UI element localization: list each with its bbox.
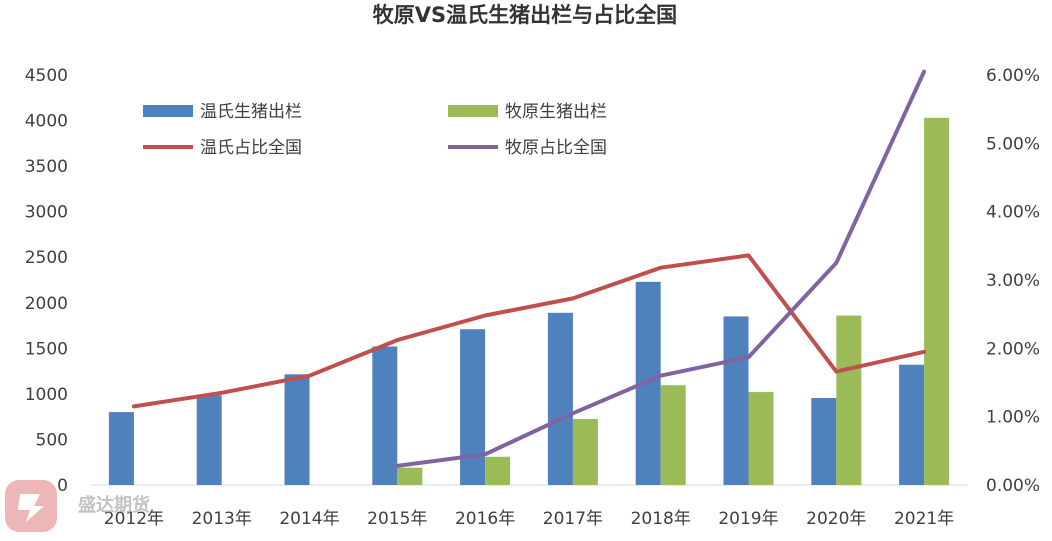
legend-item-wens-share: 温氏占比全国: [143, 138, 302, 158]
bar-muyuan-output: [836, 315, 862, 485]
x-tick-label: 2018年: [631, 509, 691, 529]
bar-wens-output: [547, 312, 573, 485]
left-tick-label: 3500: [25, 157, 68, 177]
x-tick-label: 2016年: [455, 509, 515, 529]
left-tick-label: 3000: [25, 203, 68, 223]
bar-wens-output: [196, 395, 222, 485]
right-y-axis: 0.00% 1.00% 2.00% 3.00% 4.00% 5.00% 6.00%: [986, 66, 1040, 496]
x-tick-label: 2012年: [104, 509, 164, 529]
bar-muyuan-output: [485, 456, 511, 485]
left-tick-label: 2000: [25, 294, 68, 314]
bar-muyuan-output: [748, 392, 774, 485]
legend-swatch: [448, 105, 498, 117]
watermark: 盛达期货: [5, 480, 150, 532]
legend-swatch: [143, 105, 193, 117]
left-tick-label: 2500: [25, 248, 68, 268]
right-tick-label: 4.00%: [986, 203, 1040, 223]
x-tick-label: 2015年: [367, 509, 427, 529]
bar-series-group: [108, 117, 950, 486]
bar-wens-output: [811, 397, 837, 485]
x-axis: 2012年 2013年 2014年 2015年 2016年 2017年 2018年 2019年…: [104, 509, 954, 529]
legend-label: 温氏占比全国: [200, 138, 302, 158]
bar-muyuan-output: [660, 385, 686, 485]
line-series-group: [131, 69, 927, 468]
left-y-axis: 0 500 1000 1500 2000 2500 3000 3500 4000 4500: [25, 66, 68, 496]
right-tick-label: 5.00%: [986, 134, 1040, 154]
left-tick-label: 0: [57, 476, 68, 496]
right-tick-label: 3.00%: [986, 271, 1040, 291]
bar-muyuan-output: [572, 418, 598, 485]
chart-title: 牧原VS温氏生猪出栏与占比全国: [373, 3, 677, 27]
watermark-logo-mark: [18, 494, 44, 522]
x-tick-label: 2020年: [806, 509, 866, 529]
left-tick-label: 4000: [25, 112, 68, 132]
legend-label: 温氏生猪出栏: [200, 102, 302, 122]
bar-wens-output: [372, 346, 398, 485]
left-tick-label: 1500: [25, 339, 68, 359]
x-tick-label: 2013年: [192, 509, 252, 529]
x-tick-label: 2014年: [279, 509, 339, 529]
bar-muyuan-output: [397, 467, 423, 485]
right-tick-label: 0.00%: [986, 476, 1040, 496]
right-tick-label: 6.00%: [986, 66, 1040, 86]
legend-item-muyuan-share: 牧原占比全国: [448, 138, 607, 158]
left-tick-label: 1000: [25, 385, 68, 405]
legend-label: 牧原生猪出栏: [505, 102, 607, 122]
x-tick-label: 2017年: [543, 509, 603, 529]
line-muyuan-share: [395, 69, 927, 468]
bar-wens-output: [460, 329, 486, 485]
bar-wens-output: [723, 316, 749, 485]
legend-item-muyuan-output: 牧原生猪出栏: [448, 102, 607, 122]
right-tick-label: 1.00%: [986, 408, 1040, 428]
legend-label: 牧原占比全国: [505, 138, 607, 158]
bar-wens-output: [284, 374, 310, 485]
legend-item-wens-output: 温氏生猪出栏: [143, 102, 302, 122]
line-wens-share: [131, 253, 927, 409]
x-tick-label: 2021年: [894, 509, 954, 529]
watermark-text: 盛达期货: [78, 494, 150, 516]
x-tick-label: 2019年: [718, 509, 778, 529]
bar-wens-output: [899, 364, 925, 485]
left-tick-label: 500: [36, 430, 68, 450]
bar-muyuan-output: [924, 117, 950, 486]
left-tick-label: 4500: [25, 66, 68, 86]
right-tick-label: 2.00%: [986, 339, 1040, 359]
bar-wens-output: [108, 412, 134, 485]
